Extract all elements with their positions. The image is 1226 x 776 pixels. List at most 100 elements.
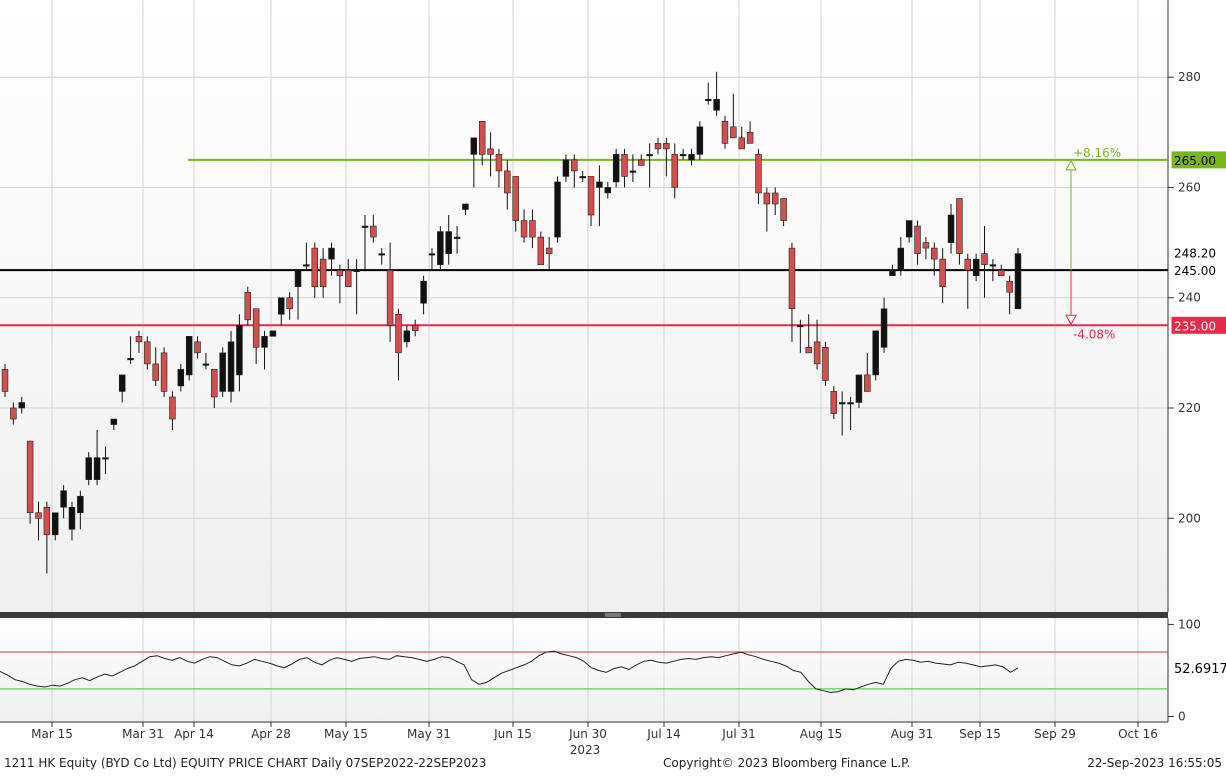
candle-body bbox=[939, 258, 946, 288]
candle-body bbox=[160, 352, 168, 392]
candle-body bbox=[663, 143, 670, 150]
candle-body bbox=[43, 506, 51, 536]
y-tick-label: 280 bbox=[1178, 70, 1201, 84]
indicator-line bbox=[0, 650, 1019, 694]
candle-body bbox=[788, 247, 796, 310]
indicator-value-tag: 52.6917 bbox=[1174, 662, 1226, 677]
candle-body bbox=[202, 363, 210, 366]
pct-label-down: -4.08% bbox=[1073, 327, 1115, 341]
candle-body bbox=[587, 176, 595, 216]
candle-body bbox=[278, 297, 285, 315]
y-tick-label: 0 bbox=[1178, 709, 1186, 723]
candle-body bbox=[914, 225, 921, 254]
candle-body bbox=[504, 170, 511, 194]
candle-body bbox=[880, 308, 888, 348]
candle-body bbox=[52, 512, 59, 536]
candle-body bbox=[738, 137, 745, 150]
y-tick-label: 240 bbox=[1178, 291, 1201, 305]
candle-body bbox=[947, 214, 955, 243]
candle-body bbox=[236, 324, 243, 376]
candle-body bbox=[855, 374, 863, 403]
x-tick-label: Aug 15 bbox=[800, 727, 843, 741]
candle-body bbox=[219, 352, 226, 392]
y-tick-label: 200 bbox=[1178, 511, 1201, 525]
x-tick-label: Apr 28 bbox=[251, 727, 291, 741]
candle-body bbox=[612, 154, 620, 183]
x-tick-label: Jul 14 bbox=[646, 727, 681, 741]
footer-copyright: Copyright© 2023 Bloomberg Finance L.P. bbox=[663, 756, 911, 770]
divider-bar bbox=[0, 612, 1168, 618]
range-arrow-up-head bbox=[1065, 159, 1077, 171]
x-tick-label: Apr 14 bbox=[174, 727, 214, 741]
candle-body bbox=[252, 308, 260, 348]
price-panel: 200 220 240 260 280 +8.16% -4.08% 248.20 265.00 2… bbox=[0, 0, 1226, 612]
candle-body bbox=[771, 192, 779, 205]
candle-body bbox=[77, 495, 84, 514]
candle-body bbox=[705, 98, 712, 102]
candle-body bbox=[579, 176, 586, 179]
candle-body bbox=[453, 236, 461, 239]
candle-body bbox=[286, 297, 293, 310]
candle-body bbox=[185, 336, 193, 376]
candle-body bbox=[437, 231, 444, 265]
candle-body bbox=[311, 247, 318, 288]
x-tick-label: May 31 bbox=[407, 727, 451, 741]
candle-body bbox=[964, 258, 971, 271]
candle-body bbox=[520, 220, 528, 238]
candle-body bbox=[177, 369, 185, 387]
candle-body bbox=[102, 457, 109, 460]
candle-body bbox=[1014, 253, 1022, 310]
candle-body bbox=[194, 341, 201, 354]
candle-body bbox=[144, 341, 151, 365]
candle-body bbox=[638, 159, 645, 166]
candle-body bbox=[35, 512, 42, 519]
candle-body bbox=[621, 154, 628, 177]
x-tick-label: May 15 bbox=[324, 727, 368, 741]
panel-divider[interactable] bbox=[0, 612, 1168, 618]
candle-body bbox=[244, 291, 252, 321]
candle-body bbox=[169, 396, 176, 420]
y-tick-label: 100 bbox=[1178, 617, 1201, 631]
indicator-panel: 0 100 52.6917 bbox=[0, 617, 1226, 723]
candle-body bbox=[336, 269, 344, 276]
candle-body bbox=[822, 347, 829, 381]
candle-body bbox=[889, 269, 896, 276]
level-tag-lower-box bbox=[1171, 316, 1226, 334]
candle-body bbox=[972, 258, 980, 276]
y-tick-label: 260 bbox=[1178, 180, 1201, 194]
candle-body bbox=[813, 341, 821, 365]
x-tick-label: Sep 29 bbox=[1034, 727, 1076, 741]
candle-body bbox=[445, 231, 452, 254]
candle-body bbox=[830, 391, 838, 414]
candle-body bbox=[211, 369, 218, 398]
candle-body bbox=[68, 506, 76, 530]
candle-body bbox=[688, 154, 695, 161]
y-tick-label: 220 bbox=[1178, 401, 1201, 415]
pct-label-up: +8.16% bbox=[1073, 146, 1121, 160]
candle-body bbox=[411, 324, 419, 332]
candle-body bbox=[905, 220, 913, 238]
candle-body bbox=[487, 148, 494, 155]
candle-body bbox=[428, 253, 436, 256]
candle-body bbox=[470, 137, 478, 155]
candle-body bbox=[654, 143, 662, 150]
candle-body bbox=[571, 159, 578, 172]
candle-body bbox=[797, 324, 804, 328]
last-price-tag-box bbox=[1171, 244, 1226, 262]
x-tick-label: Jul 31 bbox=[721, 727, 756, 741]
x-tick-label: Mar 31 bbox=[122, 727, 164, 741]
x-tick-label: Mar 15 bbox=[31, 727, 73, 741]
x-tick-label: Oct 16 bbox=[1118, 727, 1158, 741]
level-tag-upper-box bbox=[1171, 151, 1226, 169]
candle-body bbox=[152, 363, 159, 381]
candle-body bbox=[361, 225, 369, 228]
level-tag-mid: 245.00 bbox=[1174, 264, 1216, 278]
x-tick-label: Jun 15 bbox=[493, 727, 532, 741]
candle-body bbox=[127, 358, 134, 361]
candle-body bbox=[261, 336, 268, 348]
candle-body bbox=[420, 280, 427, 304]
candle-body bbox=[897, 247, 905, 271]
candle-body bbox=[956, 198, 963, 254]
candle-body bbox=[554, 181, 561, 238]
footer-left: 1211 HK Equity (BYD Co Ltd) EQUITY PRICE… bbox=[4, 756, 487, 770]
